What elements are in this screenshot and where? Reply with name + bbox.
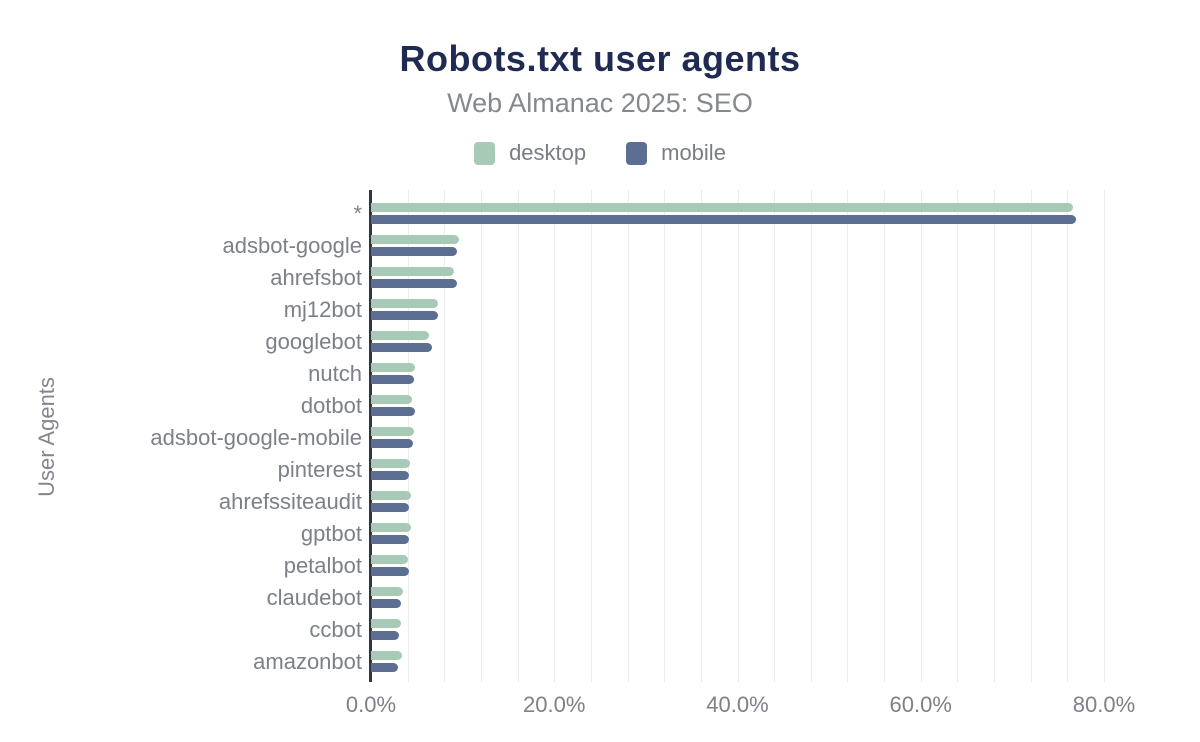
gridline: [737, 190, 739, 682]
mobile-bar: [371, 471, 410, 480]
y-tick-label: amazonbot: [253, 648, 362, 674]
gridline: [627, 190, 629, 682]
desktop-bar: [371, 651, 403, 660]
plot-area: [369, 190, 1105, 682]
desktop-bar: [371, 619, 402, 628]
mobile-bar: [371, 503, 410, 512]
gridline: [1104, 190, 1105, 682]
gridline: [884, 190, 886, 682]
y-tick-label: ahrefssiteaudit: [218, 488, 362, 514]
gridline: [994, 190, 996, 682]
y-tick-label: gptbot: [300, 520, 362, 546]
y-tick-label: dotbot: [300, 392, 362, 418]
y-tick-label: pinterest: [277, 456, 362, 482]
desktop-bar: [371, 331, 429, 340]
gridline: [920, 190, 922, 682]
x-tick-label: 0.0%: [345, 692, 397, 717]
gridline: [774, 190, 776, 682]
x-tick-label: 40.0%: [706, 692, 769, 717]
gridline: [444, 190, 446, 682]
mobile-bar: [371, 567, 410, 576]
mobile-bar: [371, 247, 458, 256]
gridline: [810, 190, 812, 682]
desktop-bar: [371, 491, 412, 500]
mobile-bar: [371, 535, 409, 544]
mobile-bar: [371, 631, 400, 640]
y-tick-label: adsbot-google-mobile: [150, 424, 362, 450]
mobile-bar: [371, 215, 1076, 224]
y-tick-label: ahrefsbot: [270, 264, 362, 290]
desktop-bar: [371, 203, 1073, 212]
x-tick-label: 60.0%: [889, 692, 952, 717]
y-tick-label: petalbot: [283, 552, 362, 578]
gridline: [1067, 190, 1069, 682]
gridline: [554, 190, 556, 682]
y-tick-label: *: [353, 200, 362, 226]
desktop-bar: [371, 555, 408, 564]
mobile-bar: [371, 407, 415, 416]
desktop-bar: [371, 267, 455, 276]
legend-label-mobile: mobile: [661, 140, 726, 165]
legend-item-mobile: mobile: [626, 140, 726, 166]
desktop-bar: [371, 427, 415, 436]
y-tick-label: claudebot: [266, 584, 362, 610]
y-tick-label: adsbot-google: [222, 232, 362, 258]
mobile-bar: [371, 439, 414, 448]
chart-subtitle: Web Almanac 2025: SEO: [447, 88, 753, 118]
gridline: [847, 190, 849, 682]
desktop-bar: [371, 235, 459, 244]
chart-legend: desktop mobile: [0, 140, 1200, 166]
desktop-bar: [371, 523, 412, 532]
y-axis-line: [369, 190, 372, 682]
gridline: [664, 190, 666, 682]
y-tick-label: ccbot: [309, 616, 362, 642]
y-tick-label: googlebot: [265, 328, 362, 354]
gridline: [590, 190, 592, 682]
mobile-bar: [371, 663, 398, 672]
mobile-bar: [371, 599, 402, 608]
chart-title: Robots.txt user agents: [399, 38, 801, 79]
desktop-bar: [371, 587, 404, 596]
legend-item-desktop: desktop: [474, 140, 586, 166]
desktop-bar: [371, 395, 413, 404]
gridline: [1030, 190, 1032, 682]
desktop-bar: [371, 363, 415, 372]
mobile-bar: [371, 343, 433, 352]
desktop-bar: [371, 299, 438, 308]
gridline: [700, 190, 702, 682]
mobile-swatch-icon: [626, 141, 648, 165]
y-tick-label: nutch: [308, 360, 362, 386]
desktop-bar: [371, 459, 411, 468]
desktop-swatch-icon: [474, 141, 496, 165]
mobile-bar: [371, 279, 458, 288]
gridline: [957, 190, 959, 682]
y-tick-label: mj12bot: [283, 296, 362, 322]
gridline: [407, 190, 409, 682]
gridline: [480, 190, 482, 682]
x-tick-label: 80.0%: [1072, 692, 1136, 717]
mobile-bar: [371, 375, 415, 384]
mobile-bar: [371, 311, 438, 320]
gridline: [517, 190, 519, 682]
legend-label-desktop: desktop: [509, 140, 587, 165]
x-tick-label: 20.0%: [523, 692, 586, 717]
